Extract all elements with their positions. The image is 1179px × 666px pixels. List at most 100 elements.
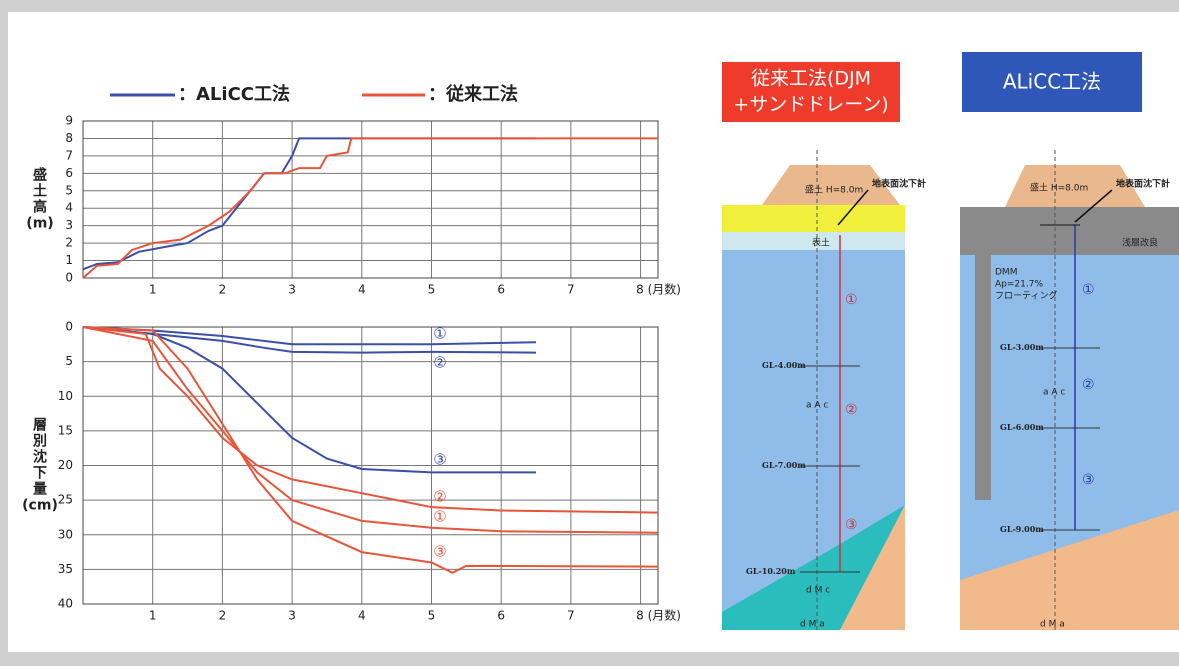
y-tick-label: 4 [65,201,73,215]
series-label: ② [433,488,446,506]
series-line [82,137,658,279]
dmm-column [975,255,991,500]
plot-frame [82,120,659,279]
y-tick-label: 1 [65,253,73,267]
diagram-title: 従来工法(DJM [751,68,871,90]
x-tick-label: 1 [149,609,157,623]
topsoil-layer [722,232,905,250]
dma-layer [840,505,905,630]
dmc-layer [722,505,905,630]
x-tick-label: 1 [149,283,157,297]
dma-layer [960,510,1179,630]
label: a A c [806,401,828,411]
y-tick-label: 5 [65,354,73,368]
y-axis-label: 別 [32,434,47,450]
diagram-title: ALiCC工法 [1003,70,1101,94]
x-tick-label: 3 [288,283,296,297]
label: ② [845,402,858,418]
label: ③ [845,517,858,533]
arrow [837,189,869,226]
y-axis-label: 下 [33,466,47,482]
y-tick-label: 30 [58,527,73,541]
plot-frame [82,326,659,605]
label: GL-4.00m [762,360,806,370]
x-tick-label: 8 (月数) [636,608,681,623]
arrow [1074,189,1113,223]
y-axis-label: 層 [33,418,47,434]
series-line [82,326,659,574]
label: d M a [1040,620,1065,630]
label: GL-9.00m [1000,524,1044,534]
label: GL-10.20m [746,566,796,576]
label: a A c [1043,388,1065,398]
y-tick-label: 20 [58,458,73,472]
y-axis-label: 沈 [33,449,47,466]
series-label: ② [433,354,446,372]
y-tick-label: 40 [58,597,73,611]
label: ① [1082,282,1095,298]
series-label: ① [433,325,446,343]
title-box [722,62,900,122]
y-tick-label: 0 [65,320,73,334]
x-tick-label: 7 [567,283,575,297]
x-tick-label: 7 [567,609,575,623]
x-tick-label: 6 [497,609,505,623]
y-tick-label: 10 [58,389,73,403]
x-tick-label: 4 [358,283,366,297]
label: GL-3.00m [1000,342,1044,352]
series-line [82,326,659,534]
label: DMM [995,268,1017,278]
label: GL-7.00m [762,460,806,470]
y-tick-label: 8 [65,131,73,145]
y-tick-label: 0 [65,271,73,285]
x-tick-label: 2 [219,283,227,297]
series-label: ③ [433,451,446,469]
embankment [762,165,900,205]
diagram-conventional: 従来工法(DJM +サンドドレーン) 盛土 H=8.0m 地表面沈下計 表土 G… [722,62,926,630]
label: 地表面沈下計 [1116,178,1170,190]
series-line [82,326,537,354]
y-axis-label: 土 [33,183,47,200]
label: フローティング [995,290,1057,302]
y-tick-label: 15 [58,423,73,437]
x-tick-label: 2 [219,609,227,623]
label: 浅層改良 [1122,237,1158,249]
x-tick-label: 6 [497,283,505,297]
legend-label: ：従来工法 [428,83,518,105]
label: 盛土 H=8.0m [1030,182,1088,194]
y-tick-label: 35 [58,562,73,576]
improved-layer [960,207,1179,255]
x-tick-label: 4 [358,609,366,623]
series-line [82,137,536,271]
legend-label: ：ALiCC工法 [178,83,290,105]
x-tick-label: 3 [288,609,296,623]
y-axis-label: (cm) [22,498,58,514]
y-tick-label: 5 [65,183,73,197]
diagram-alicc: ALiCC工法 盛土 H=8.0m 地表面沈下計 浅層改良 DMM Ap=21.… [960,52,1179,630]
y-tick-label: 2 [65,236,73,250]
label: ① [845,292,858,308]
sand-layer [722,205,905,232]
series-line [82,326,536,474]
x-tick-label: 5 [428,609,436,623]
label: 地表面沈下計 [872,178,926,190]
y-tick-label: 9 [65,114,73,128]
y-tick-label: 25 [58,493,73,507]
title-box [962,52,1142,112]
x-tick-label: 5 [428,283,436,297]
label: GL-6.00m [1000,422,1044,432]
y-tick-label: 6 [65,166,73,180]
series-label: ① [433,508,446,526]
y-tick-label: 7 [65,148,73,162]
y-axis-label: 量 [33,482,47,498]
diagram-title: +サンドドレーン) [733,94,888,116]
y-tick-label: 3 [65,218,73,232]
y-axis-label: (m) [26,216,53,232]
label: d M a [800,620,825,630]
embankment [1005,165,1145,207]
series-label: ③ [433,543,446,561]
label: ② [1082,377,1095,393]
y-axis-label: 高 [33,199,47,216]
x-tick-label: 8 (月数) [636,282,681,297]
